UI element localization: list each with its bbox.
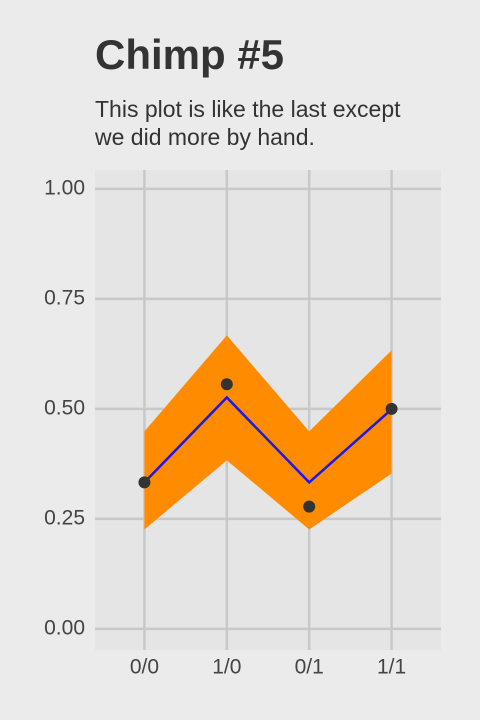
x-tick-label: 1/0 — [212, 656, 241, 679]
ribbon — [144, 335, 392, 530]
point — [138, 476, 151, 489]
point — [385, 402, 398, 415]
y-tick-label: 0.00 — [44, 616, 85, 639]
x-tick-label: 1/1 — [377, 656, 406, 679]
line — [143, 395, 393, 485]
y-tick-label: 0.75 — [44, 286, 85, 309]
point — [303, 500, 316, 513]
y-tick-label: 0.50 — [44, 396, 85, 419]
subtitle: This plot is like the last except — [95, 96, 401, 122]
point — [220, 378, 233, 391]
x-tick-label: 0/1 — [295, 656, 324, 679]
x-tick-label: 0/0 — [130, 656, 159, 679]
y-tick-label: 1.00 — [44, 176, 85, 199]
chart-title: Chimp #5 — [95, 31, 284, 78]
y-tick-label: 0.25 — [44, 506, 85, 529]
subtitle: we did more by hand. — [94, 124, 315, 150]
